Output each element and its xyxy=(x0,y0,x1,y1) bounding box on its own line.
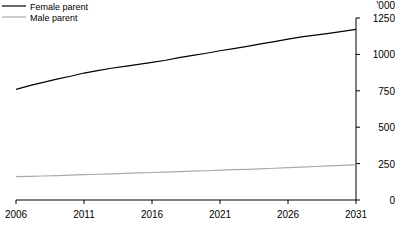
y-axis xyxy=(356,18,357,200)
x-axis xyxy=(16,200,356,201)
y-tick-label: 750 xyxy=(378,86,395,97)
series-group xyxy=(16,29,356,176)
y-tick-label: 250 xyxy=(378,159,395,170)
x-tick xyxy=(152,200,153,204)
y-tick xyxy=(356,200,360,201)
x-tick xyxy=(220,200,221,204)
y-axis-label: '000 xyxy=(376,0,395,11)
x-tick xyxy=(288,200,289,204)
y-tick-label: 1250 xyxy=(373,13,396,24)
x-tick xyxy=(16,200,17,204)
x-tick-label: 2026 xyxy=(277,209,300,220)
y-tick xyxy=(356,163,360,164)
y-tick-label: 0 xyxy=(389,195,395,206)
x-tick-label: 2021 xyxy=(209,209,232,220)
x-tick xyxy=(356,200,357,204)
series-line xyxy=(16,29,356,89)
y-tick-label: 1000 xyxy=(373,49,396,60)
x-tick-label: 2031 xyxy=(345,209,368,220)
y-tick xyxy=(356,127,360,128)
y-tick xyxy=(356,90,360,91)
y-tick-label: 500 xyxy=(378,122,395,133)
legend-swatch xyxy=(2,16,26,17)
series-line xyxy=(16,165,356,177)
legend-label: Female parent xyxy=(30,2,89,12)
x-tick-label: 2016 xyxy=(141,209,164,220)
x-tick-label: 2011 xyxy=(73,209,95,220)
y-tick xyxy=(356,18,360,19)
legend-swatch xyxy=(2,5,26,6)
legend-label: Male parent xyxy=(30,13,78,23)
y-tick xyxy=(356,54,360,55)
x-tick xyxy=(84,200,85,204)
chart: 2006 2011 2016 2021 2026 2031 0 250 500 750 1000 12… xyxy=(0,0,397,227)
x-tick-label: 2006 xyxy=(5,209,28,220)
